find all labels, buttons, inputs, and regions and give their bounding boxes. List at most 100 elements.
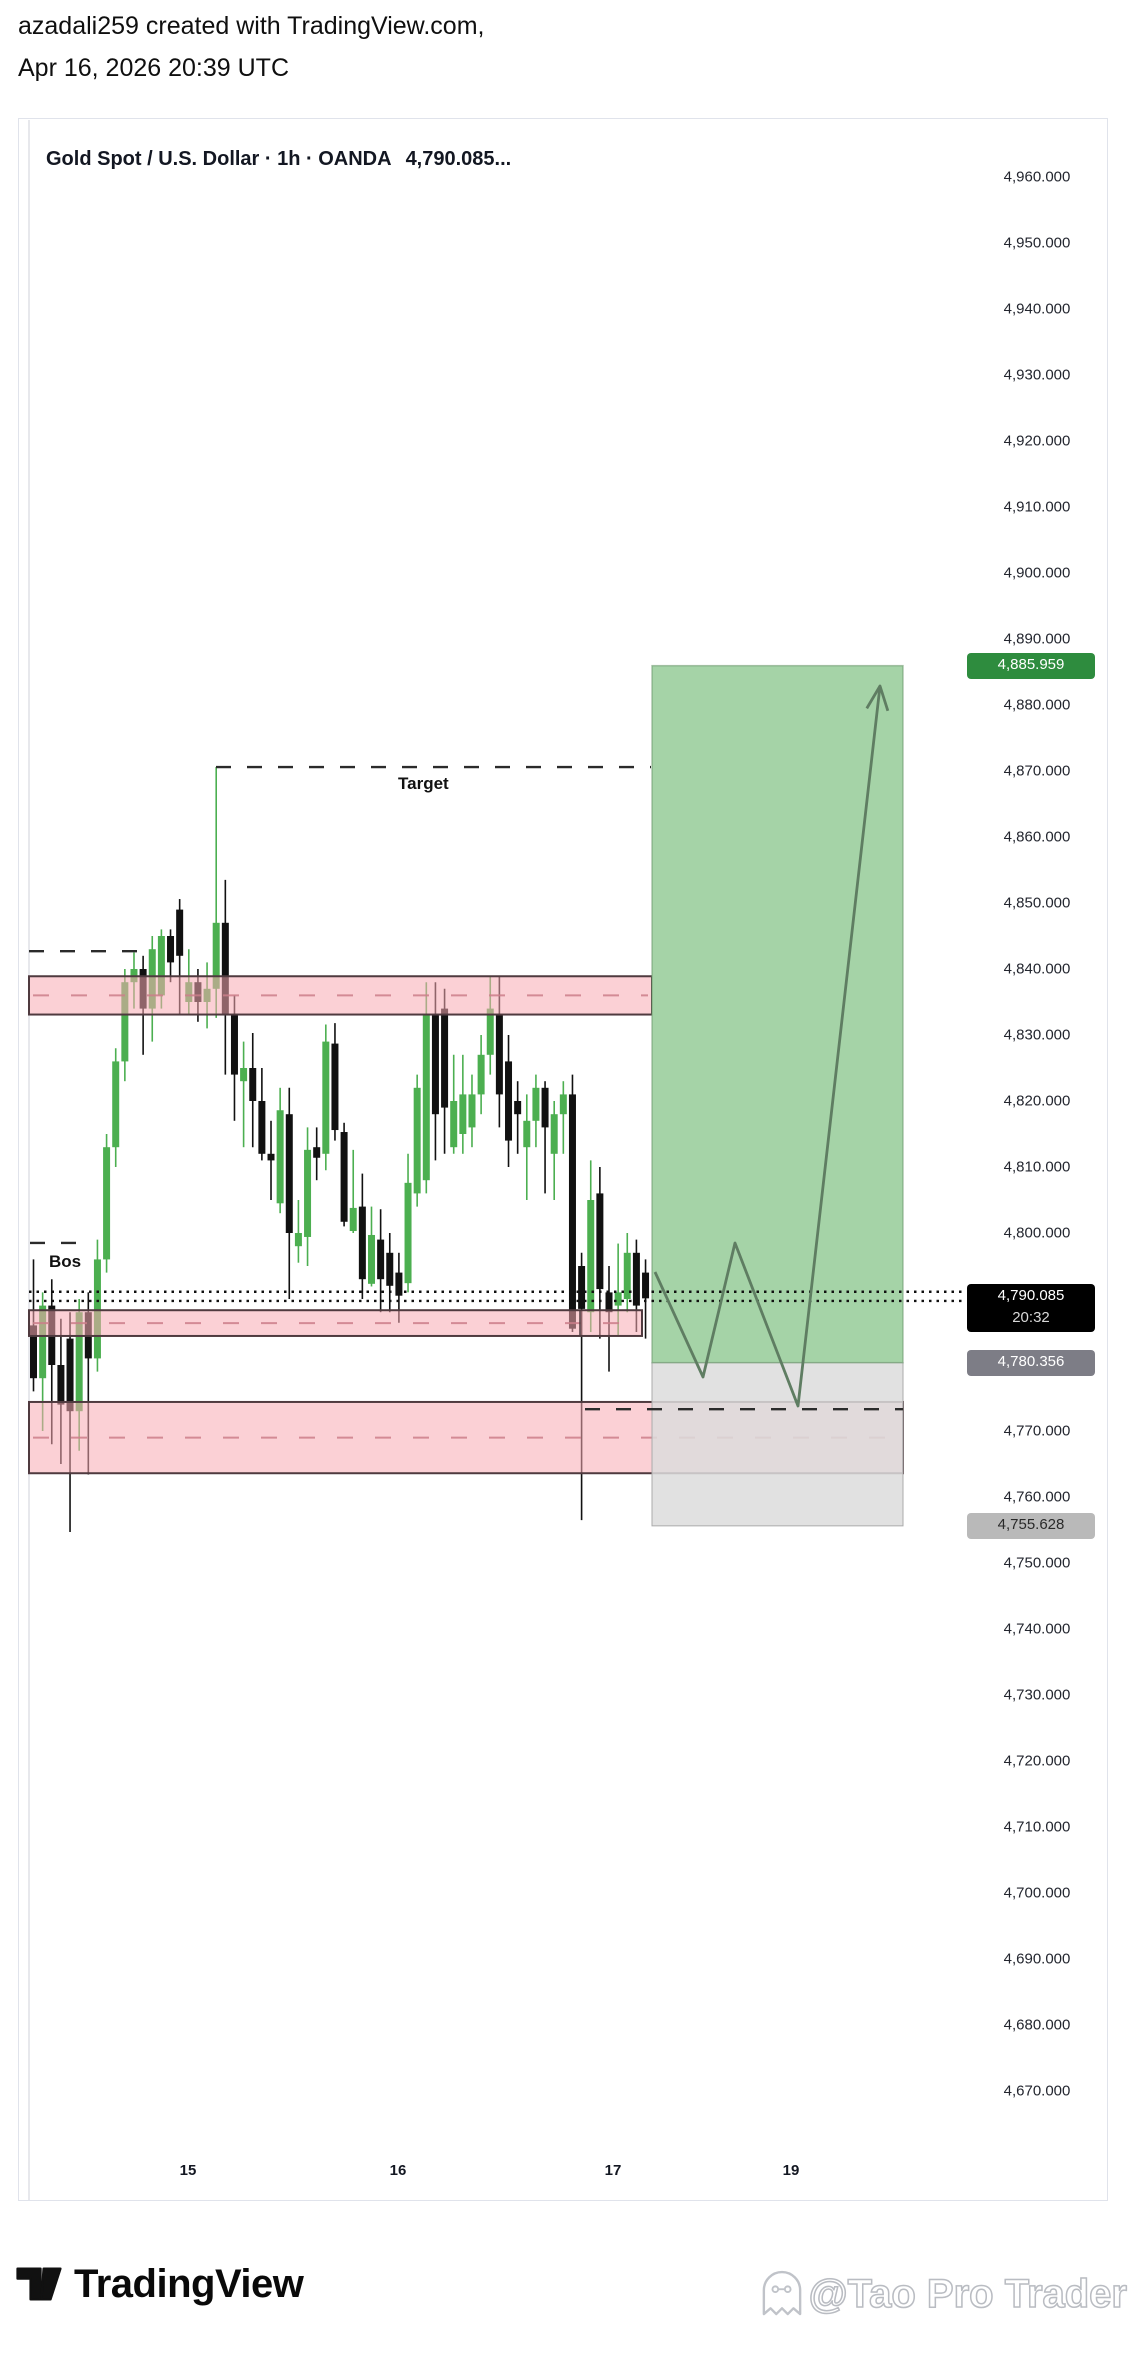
price-axis-label: 4,880.000	[1003, 696, 1071, 714]
candle	[413, 1074, 421, 1207]
candle	[349, 1149, 357, 1233]
price-axis-label: 4,730.000	[1003, 1686, 1071, 1704]
last-price-badge: 4,790.085 20:32	[967, 1284, 1095, 1333]
price-axis-label: 4,830.000	[1003, 1026, 1071, 1044]
tradingview-logo-icon	[16, 2267, 62, 2301]
legend-last-price: 4,790.085...	[405, 148, 512, 170]
candle	[258, 1068, 266, 1161]
candle	[331, 1023, 339, 1141]
supply-zone-upper	[28, 975, 653, 1016]
price-axis-label: 4,840.000	[1003, 960, 1071, 978]
entry-price-badge: 4,780.356	[967, 1349, 1095, 1376]
candle	[285, 1087, 293, 1299]
candle	[459, 1054, 467, 1154]
price-axis-label: 4,800.000	[1003, 1224, 1071, 1242]
price-axis-label: 4,760.000	[1003, 1488, 1071, 1506]
candle	[468, 1074, 476, 1148]
candle	[532, 1074, 540, 1148]
time-axis-label: 15	[179, 2162, 197, 2179]
attribution-line-2: Apr 16, 2026 20:39 UTC	[18, 54, 289, 82]
author-watermark: @Tao Pro Trader	[761, 2270, 1128, 2318]
profit-projection-zone	[651, 664, 904, 1364]
candle	[267, 1120, 275, 1200]
price-axis-label: 4,820.000	[1003, 1092, 1071, 1110]
price-axis-label: 4,920.000	[1003, 432, 1071, 450]
projection-arrow	[653, 685, 882, 1408]
bar-countdown: 20:32	[1012, 1309, 1050, 1327]
price-axis-label: 4,680.000	[1003, 2016, 1071, 2034]
target-label: Target	[398, 774, 449, 793]
price-axis-label: 4,960.000	[1003, 168, 1071, 186]
price-axis-label: 4,670.000	[1003, 2082, 1071, 2100]
symbol-title: Gold Spot / U.S. Dollar · 1h · OANDA	[46, 148, 392, 170]
candle	[623, 1233, 631, 1313]
attribution-line-1: azadali259 created with TradingView.com,	[18, 12, 485, 40]
price-axis-label: 4,950.000	[1003, 234, 1071, 252]
price-axis-label: 4,710.000	[1003, 1818, 1071, 1836]
stop-price-badge: 4,755.628	[967, 1512, 1095, 1539]
price-axis-label: 4,930.000	[1003, 366, 1071, 384]
price-axis-label: 4,940.000	[1003, 300, 1071, 318]
candle	[477, 1035, 485, 1115]
price-axis-label: 4,850.000	[1003, 894, 1071, 912]
candle	[514, 1081, 522, 1154]
candle	[550, 1101, 558, 1200]
candle	[541, 1081, 549, 1194]
candle	[322, 1024, 330, 1171]
price-axis-label: 4,720.000	[1003, 1752, 1071, 1770]
tradingview-wordmark: TradingView	[74, 2261, 304, 2306]
candle	[112, 1048, 120, 1167]
bos-label: Bos	[49, 1252, 82, 1271]
candle	[587, 1160, 595, 1332]
price-axis-label: 4,740.000	[1003, 1620, 1071, 1638]
candle	[578, 1252, 586, 1521]
arrow-head	[865, 684, 890, 712]
candle	[505, 1035, 513, 1167]
time-axis-label: 19	[782, 2162, 800, 2179]
price-axis-label: 4,690.000	[1003, 1950, 1071, 1968]
candle	[340, 1122, 348, 1227]
candle	[230, 995, 238, 1121]
price-axis-label: 4,870.000	[1003, 762, 1071, 780]
price-axis-label: 4,750.000	[1003, 1554, 1071, 1572]
candle	[422, 982, 430, 1194]
watermark-text: @Tao Pro Trader	[808, 2271, 1128, 2317]
candle	[450, 1054, 458, 1154]
candle	[568, 1074, 576, 1332]
price-axis-label: 4,700.000	[1003, 1884, 1071, 1902]
candle	[249, 1033, 257, 1148]
price-axis-label: 4,910.000	[1003, 498, 1071, 516]
interest-zone-thin	[28, 1309, 643, 1337]
candle	[294, 1200, 302, 1263]
price-axis-label: 4,770.000	[1003, 1422, 1071, 1440]
candle	[559, 1081, 567, 1154]
candle	[367, 1206, 375, 1287]
candle	[377, 1209, 385, 1313]
candle	[313, 1127, 321, 1181]
candle	[304, 1127, 312, 1266]
target-price-badge: 4,885.959	[967, 652, 1095, 679]
price-axis-label: 4,890.000	[1003, 630, 1071, 648]
candle	[358, 1173, 366, 1299]
chart-card	[18, 118, 1108, 2201]
price-axis-label: 4,860.000	[1003, 828, 1071, 846]
candle	[276, 1087, 284, 1214]
time-axis-label: 16	[389, 2162, 407, 2179]
chart-legend: Gold Spot / U.S. Dollar · 1h · OANDA 4,79…	[46, 148, 511, 171]
candle	[523, 1094, 531, 1200]
candle	[642, 1259, 650, 1339]
tradingview-branding: TradingView	[16, 2258, 304, 2310]
candle	[404, 1153, 412, 1293]
candle	[441, 988, 449, 1154]
candle	[386, 1233, 394, 1313]
ghost-icon	[762, 2270, 801, 2316]
candle	[240, 1041, 248, 1148]
candle	[167, 929, 175, 983]
candle	[103, 1134, 111, 1273]
time-axis-label: 17	[604, 2162, 622, 2179]
price-axis-label: 4,810.000	[1003, 1158, 1071, 1176]
stop-zone	[651, 1362, 904, 1527]
price-axis-label: 4,900.000	[1003, 564, 1071, 582]
